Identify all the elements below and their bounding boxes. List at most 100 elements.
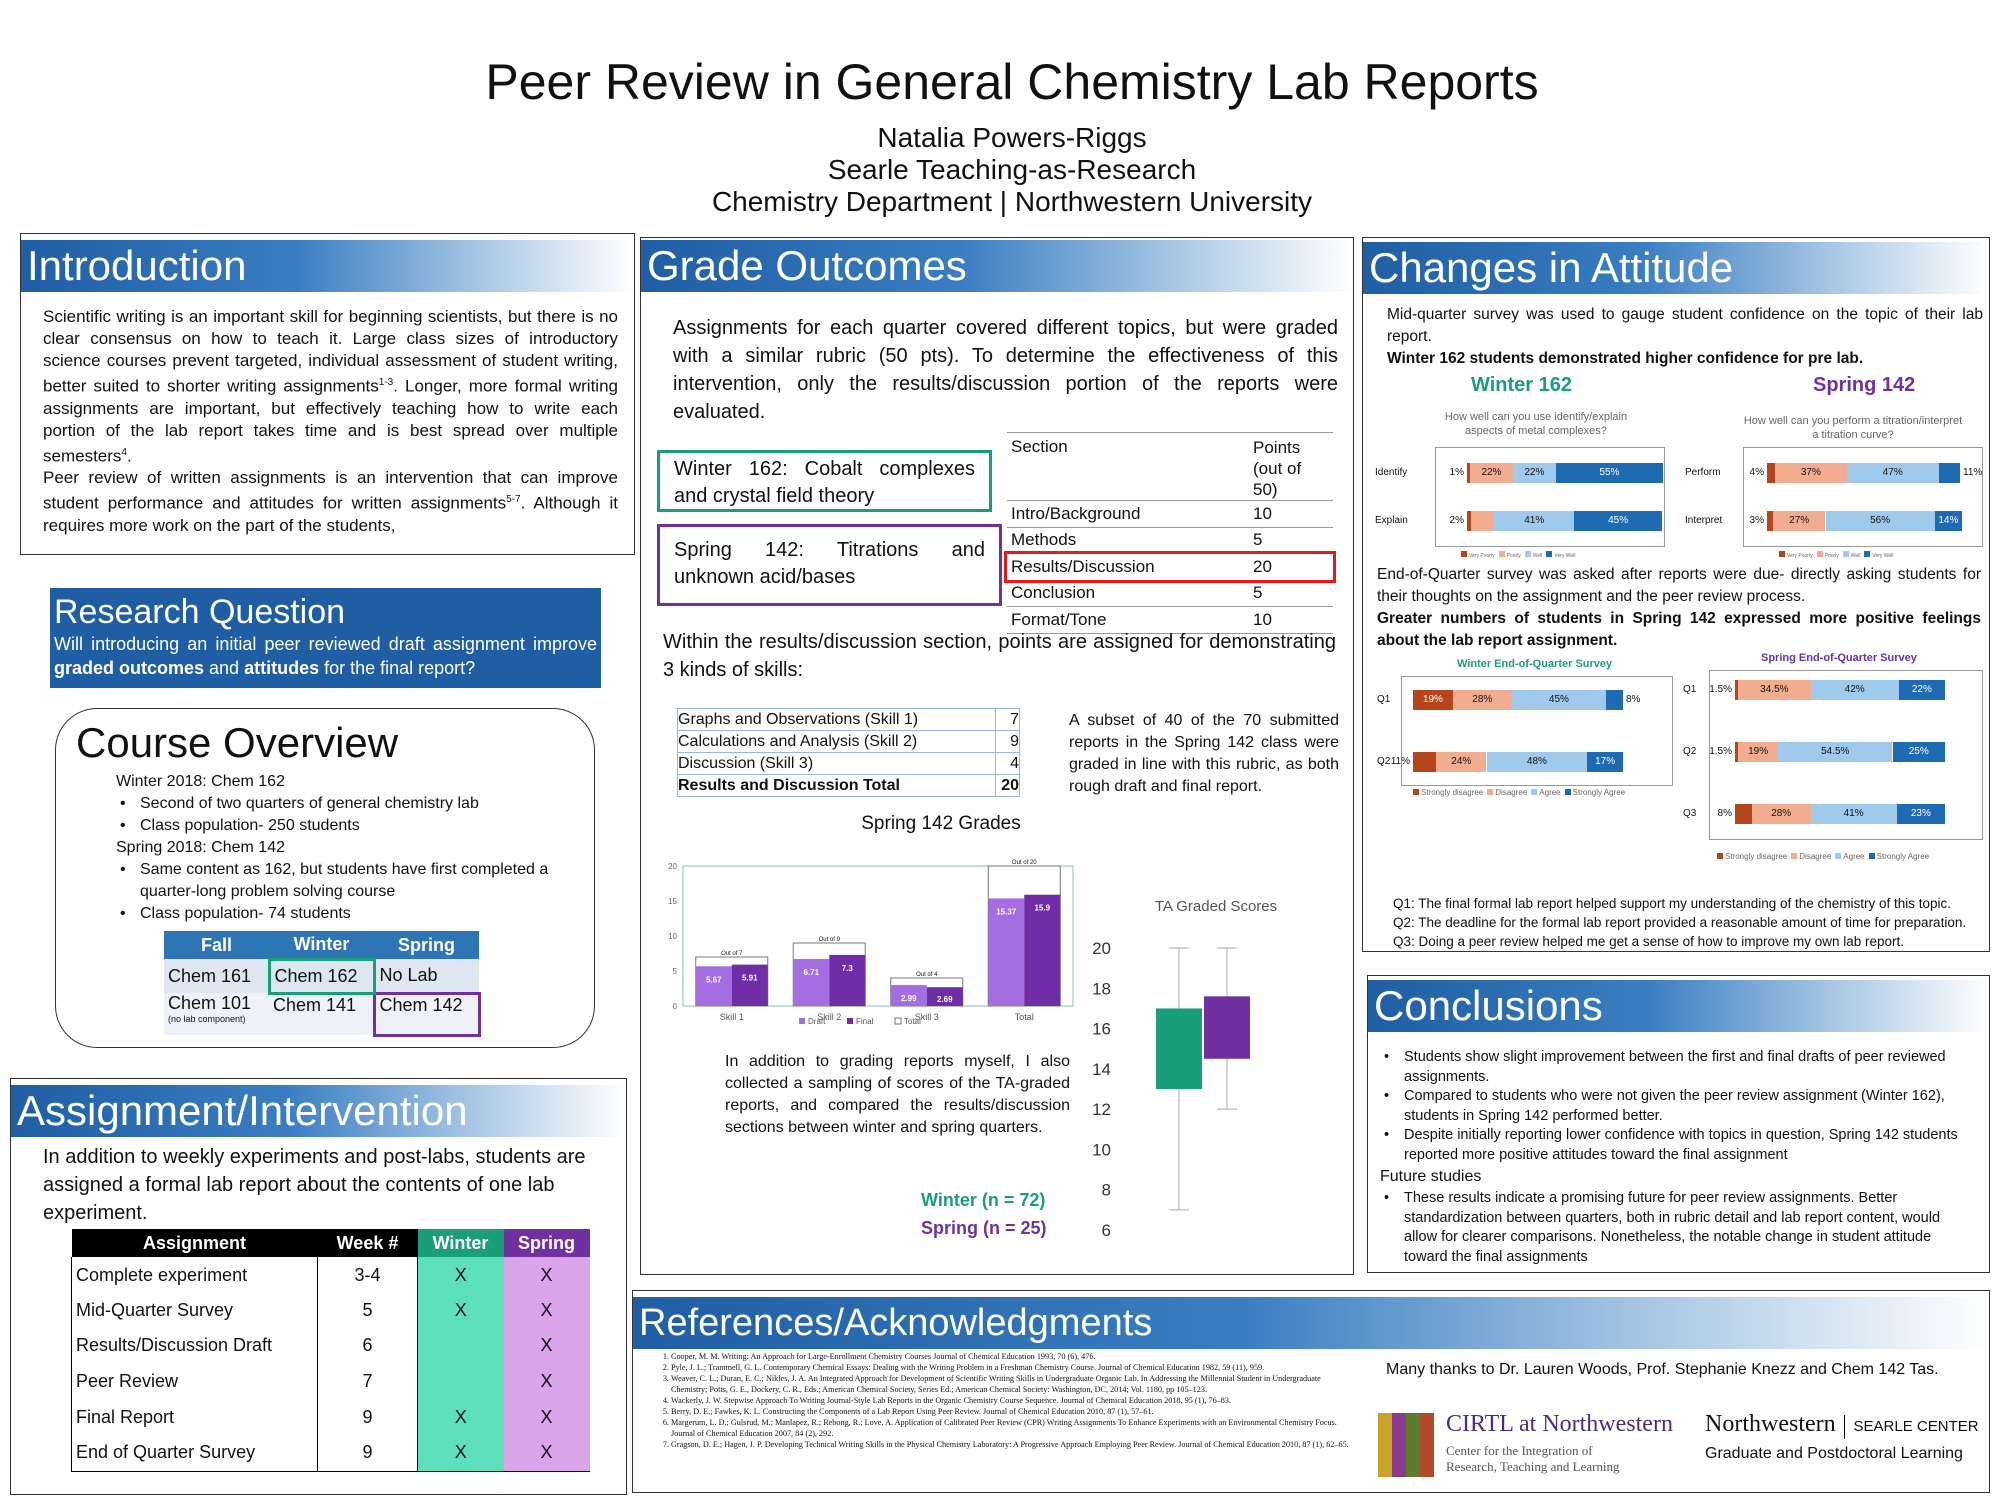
y-tick-label: 12: [1092, 1100, 1111, 1119]
segment-label: 28%: [1771, 808, 1792, 819]
y-tick-label: 20: [1092, 939, 1111, 958]
cell: X: [503, 1327, 590, 1363]
cell: 5: [1253, 530, 1263, 550]
col-winter: Winter: [417, 1229, 504, 1257]
skills-table: Graphs and Observations (Skill 1) 7 Calcul…: [677, 708, 1020, 797]
segment-label: 56%: [1870, 515, 1891, 526]
bar-segment: 2%: [1450, 511, 1471, 531]
spring-item: Class population- 74 students: [116, 903, 586, 925]
conclusions-text: Students show slight improvement between…: [1368, 1032, 1989, 1267]
out-of-label: Out of 20: [1012, 860, 1037, 866]
legend-swatch: [1791, 853, 1798, 859]
chart-frame: [1435, 447, 1665, 547]
skill-row: Discussion (Skill 3) 4: [677, 752, 1020, 775]
bar-segment: 34.5%: [1738, 680, 1811, 700]
segment-label: 1.5%: [1709, 746, 1732, 757]
cell: Complete experiment: [71, 1257, 318, 1293]
bar-final: [1024, 894, 1061, 1006]
cell: X: [417, 1257, 504, 1293]
section-row: Methods 5: [1007, 527, 1333, 554]
bar-segment: 8%: [1718, 804, 1752, 824]
attitude-panel: Changes in Attitude Mid-quarter survey w…: [1362, 237, 1990, 952]
section-points-table: Section Points (out of 50) Intro/Backgro…: [1004, 432, 1336, 634]
legend: Very Poorly Poorly Well Very Well: [1457, 551, 1575, 559]
box-spring: [1204, 996, 1250, 1059]
segment-label: 8%: [1625, 694, 1641, 705]
cell: Intro/Background: [1011, 503, 1141, 523]
skill-row: Results and Discussion Total 20: [677, 774, 1020, 797]
segment-label: 28%: [1472, 694, 1493, 705]
cell: 5: [317, 1293, 418, 1327]
cell: [417, 1327, 504, 1363]
legend-label: Strongly Agree: [1876, 852, 1930, 861]
segment-label: 45%: [1608, 515, 1629, 526]
attitude-eoq-text: End-of-Quarter survey was asked after re…: [1377, 566, 1981, 649]
segment-label: 41%: [1524, 515, 1545, 526]
references-panel: References/Acknowledgments Cooper, M. M.…: [632, 1290, 1990, 1493]
segment-label: 4%: [1749, 467, 1764, 478]
cell-chem142: Chem 142: [372, 991, 481, 1037]
segment-label: 22%: [1481, 467, 1502, 478]
eoq-spring-chart: Q1 1.5% 34.5% 42% 22% Q2 1.5% 19% 54.5% 25% Q3 8% 28…: [1683, 652, 1983, 866]
bar-segment: 22%: [1898, 680, 1945, 700]
intro-p2a: Peer review of written assignments is an…: [43, 468, 618, 513]
cell-chem162: Chem 162: [267, 957, 376, 995]
bar-segment: 19%: [1413, 690, 1453, 710]
legend-label: Total: [904, 1017, 921, 1026]
grade-outcomes-panel: Grade Outcomes Assignments for each quar…: [640, 237, 1354, 1275]
plot-frame: [682, 865, 1074, 1007]
row-label: Q1: [1377, 694, 1391, 705]
bar-segment: 1%: [1450, 463, 1470, 483]
segment-label: 25%: [1908, 746, 1929, 757]
spring-item: Same content as 162, but students have f…: [116, 859, 586, 903]
row-label: Perform: [1685, 467, 1721, 478]
y-tick-label: 16: [1092, 1020, 1111, 1039]
spring-grades-chart: 0 5 10 15 20 Out of 7 5.67 5.91 Skill 1 Out of 9 6…: [668, 860, 1074, 1026]
assignment-row: Peer Review 7 X: [71, 1363, 590, 1399]
spring-grades-title: Spring 142 Grades: [861, 813, 1021, 834]
cell: X: [417, 1435, 504, 1472]
spring-topic-box: Spring 142: Titrations and unknown acid/…: [657, 524, 1002, 606]
row-label: Q2: [1683, 746, 1697, 757]
eoq-winter-title: Winter End-of-Quarter Survey: [1457, 658, 1613, 670]
legend: Strongly disagree Disagree Agree Strongly A…: [1409, 788, 1625, 797]
legend-swatch: [1816, 551, 1823, 557]
col-spring: Spring: [398, 934, 455, 955]
bar-segment: 24%: [1436, 752, 1487, 772]
segment-label: 17%: [1595, 756, 1616, 767]
legend-label: Very Poorly: [1469, 553, 1495, 559]
segment-label: 48%: [1526, 756, 1547, 767]
bar-segment: 45%: [1574, 511, 1662, 531]
author: Natalia Powers-Riggs: [877, 122, 1147, 153]
course-sequence-table: Fall Winter Spring Chem 161 Chem 162 No …: [164, 931, 481, 1037]
course-overview-heading: Course Overview: [76, 719, 399, 766]
cell: Conclusion: [1011, 583, 1096, 603]
assignment-panel: Assignment/Intervention In addition to w…: [10, 1078, 627, 1495]
segment-label: 11%: [1390, 756, 1410, 767]
segment-label: 24%: [1451, 756, 1472, 767]
cell: 3-4: [317, 1257, 418, 1293]
segment-label: 8%: [1717, 808, 1732, 819]
collected-text: In addition to grading reports myself, I…: [725, 1053, 1070, 1136]
bar-segment: 25%: [1892, 742, 1945, 762]
cell: No Lab: [379, 964, 438, 985]
row-label: Q2: [1377, 756, 1391, 767]
winter-topic-box: Winter 162: Cobalt complexes and crystal…: [657, 450, 992, 512]
col-section: Section: [1011, 437, 1068, 456]
segment-label: 11%: [1963, 467, 1983, 478]
row-label: Explain: [1375, 515, 1408, 526]
legend-label: Strongly disagree: [1421, 788, 1484, 797]
chart-frame: [1401, 676, 1673, 786]
legend-swatch: [1835, 853, 1842, 859]
segment-label: 45%: [1548, 694, 1569, 705]
bar-segment: 19%: [1738, 742, 1779, 762]
bar-segment: 8%: [1606, 690, 1640, 710]
spring-course-title: Spring 2018: Chem 142: [116, 839, 285, 856]
segment-label: 1.5%: [1709, 684, 1732, 695]
legend-swatch: [1487, 789, 1494, 795]
cell: Discussion (Skill 3): [677, 752, 996, 775]
intro-p2b: . Although it requires more work on the …: [43, 493, 618, 535]
cirtl-logo: CIRTL at Northwestern Center for the Int…: [1378, 1409, 1698, 1484]
cell: Peer Review: [71, 1363, 318, 1399]
bar-segment: 11%: [1938, 463, 1982, 483]
